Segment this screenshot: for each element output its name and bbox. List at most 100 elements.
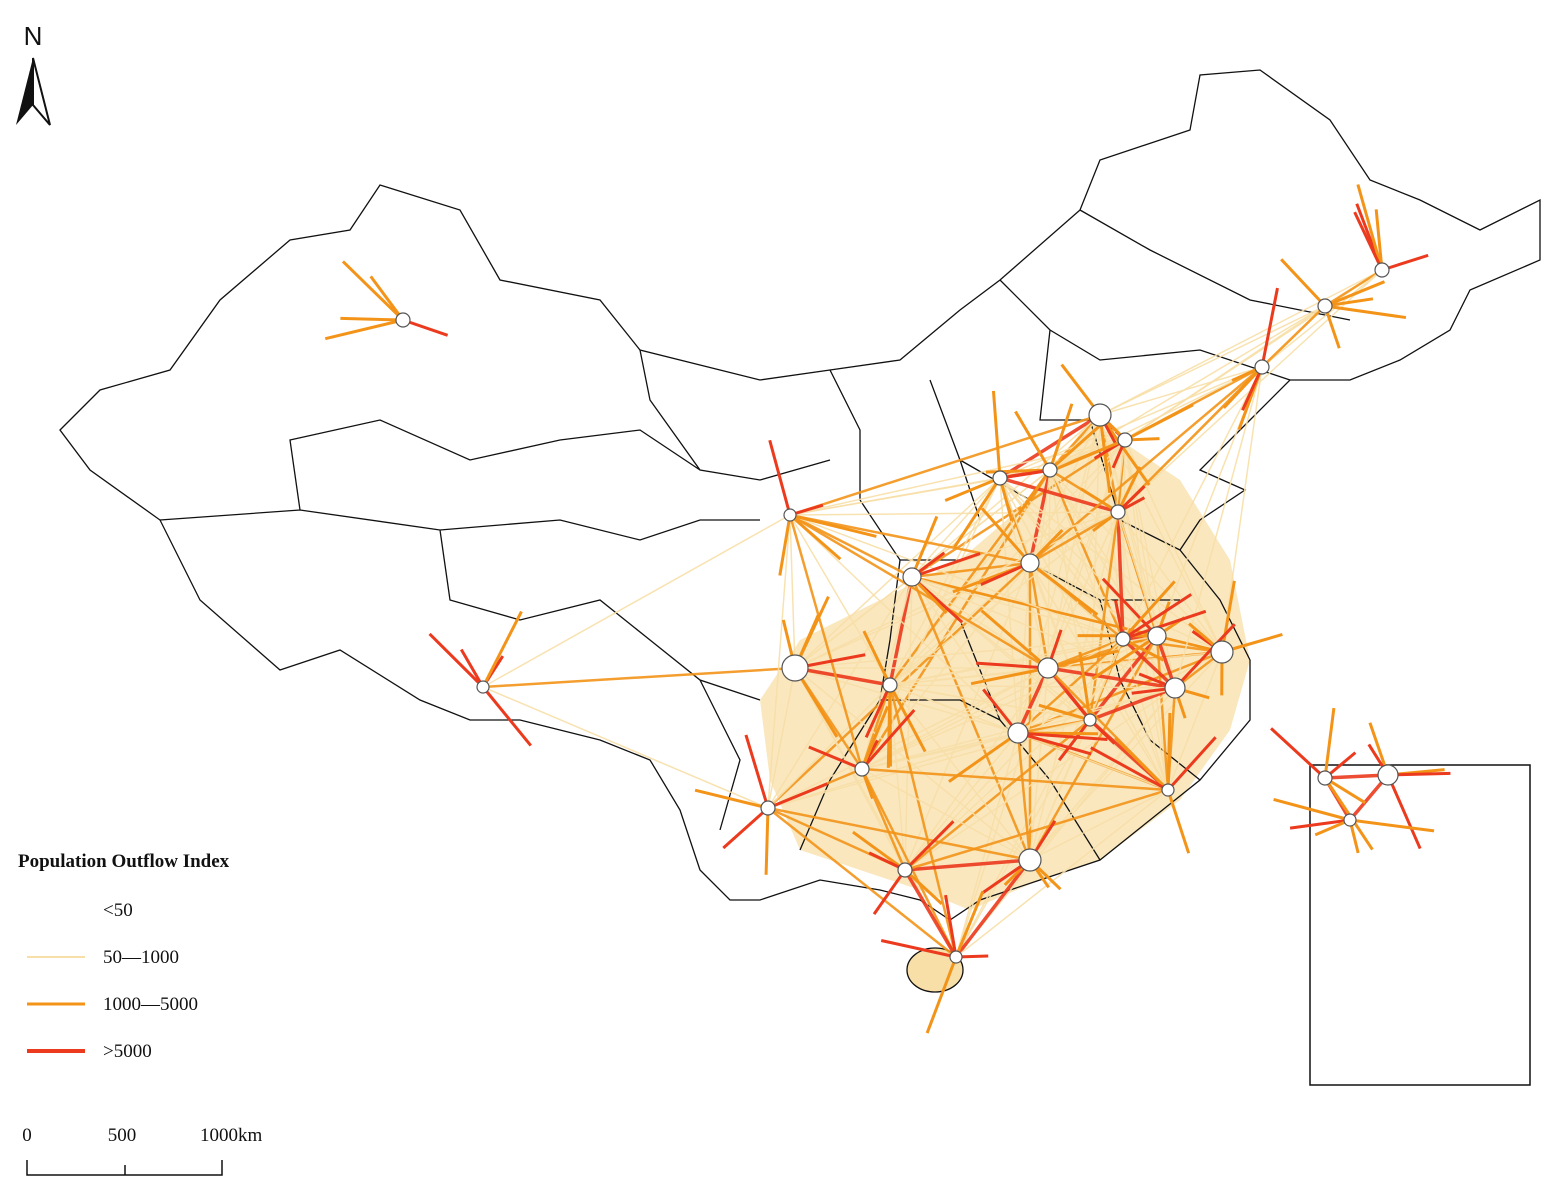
- flow-line: [1121, 580, 1176, 641]
- flow-line: [1241, 366, 1264, 411]
- flow-line: [1089, 686, 1176, 722]
- flow-line: [794, 667, 1019, 734]
- flow-line: [482, 666, 796, 689]
- flow-line: [980, 507, 1032, 564]
- flow-line: [860, 768, 958, 958]
- flow-line: [1029, 667, 1049, 861]
- flow-line: [1049, 438, 1126, 473]
- flow-line: [324, 318, 404, 341]
- flow-line: [889, 684, 906, 871]
- city-node: [992, 470, 1008, 486]
- flow-line: [1091, 634, 1158, 681]
- flow-line: [767, 806, 1031, 862]
- legend-label: 1000—5000: [103, 994, 198, 1015]
- city-hubs: [395, 262, 1399, 964]
- flow-line: [1090, 746, 1169, 792]
- flow-line: [1017, 469, 1052, 516]
- inset-frame: [1309, 764, 1531, 1086]
- flow-line: [1260, 287, 1279, 368]
- flow-line: [1353, 211, 1384, 271]
- flow-line: [860, 705, 890, 770]
- flow-line: [1174, 366, 1263, 689]
- flow-line: [1273, 798, 1351, 822]
- flow-line: [955, 789, 1169, 958]
- flow-line: [369, 275, 405, 321]
- city-node: [1115, 631, 1131, 647]
- city-node: [1161, 783, 1175, 797]
- flow-line: [1381, 253, 1429, 272]
- flow-line: [1386, 774, 1422, 850]
- flow-line: [481, 686, 532, 747]
- flow-line: [862, 630, 892, 686]
- flow-line: [1374, 209, 1384, 271]
- flow-line: [1155, 635, 1170, 791]
- flow-line: [789, 477, 1001, 516]
- flow-line: [925, 956, 958, 1034]
- flow-line: [1047, 637, 1124, 670]
- flow-line: [1270, 727, 1327, 780]
- flow-line: [794, 666, 891, 687]
- flow-line: [1029, 562, 1223, 653]
- flow-line: [1098, 414, 1151, 486]
- flow-line: [1049, 305, 1326, 471]
- north-arrow: [32, 57, 51, 126]
- flow-line: [1029, 510, 1119, 565]
- city-node: [1037, 657, 1059, 679]
- flow-line: [1049, 366, 1263, 471]
- north-arrow: [16, 58, 33, 125]
- flow-line: [768, 439, 792, 516]
- flow-line: [880, 939, 957, 959]
- flow-line: [1016, 667, 1050, 734]
- flow-line: [864, 684, 892, 739]
- city-node: [1374, 262, 1390, 278]
- flow-line: [1101, 577, 1159, 638]
- flow-line: [904, 667, 1049, 871]
- flow-line: [481, 610, 523, 688]
- city-node: [1007, 722, 1029, 744]
- flow-line: [904, 687, 1176, 871]
- flow-line: [999, 413, 1101, 480]
- flow-line: [1261, 269, 1383, 368]
- flow-line: [1029, 366, 1263, 564]
- flow-line: [1324, 268, 1383, 308]
- flow-line: [1098, 414, 1112, 494]
- flow-line: [1324, 297, 1374, 308]
- city-node: [854, 761, 870, 777]
- flow-line: [1124, 305, 1326, 441]
- flow-line: [789, 513, 1049, 670]
- flow-line: [886, 684, 892, 768]
- flow-line: [1029, 719, 1091, 861]
- flow-line: [794, 667, 1031, 861]
- flow-line: [694, 788, 769, 810]
- flow-line: [1029, 511, 1119, 861]
- flow-line: [1166, 736, 1217, 792]
- flow-line: [1028, 562, 1050, 669]
- legend: <50 50—1000 1000—5000 >5000: [27, 900, 198, 1062]
- flow-line: [911, 477, 1001, 578]
- flow-line: [767, 782, 828, 810]
- flow-line: [861, 667, 1049, 770]
- flow-line: [1057, 719, 1092, 762]
- flow-line: [482, 686, 769, 809]
- city-node: [1164, 677, 1186, 699]
- city-node: [1020, 553, 1040, 573]
- flow-line: [889, 638, 1124, 686]
- flow-line: [1122, 609, 1207, 641]
- flow-line: [1017, 731, 1108, 742]
- city-node: [897, 862, 913, 878]
- flow-line: [1116, 511, 1125, 640]
- flow-line: [948, 731, 1019, 783]
- flow-line: [1323, 707, 1336, 779]
- city-node: [1110, 504, 1126, 520]
- flow-line: [789, 514, 1124, 640]
- flow-line: [910, 515, 939, 578]
- city-node: [1317, 298, 1333, 314]
- city-node: [1377, 764, 1399, 786]
- flow-line: [1016, 732, 1032, 861]
- flow-line: [789, 513, 913, 579]
- flow-line: [1324, 304, 1407, 320]
- flow-line: [944, 894, 958, 958]
- flow-line: [991, 390, 1002, 479]
- flow-line: [767, 667, 1049, 809]
- flow-line: [428, 632, 485, 689]
